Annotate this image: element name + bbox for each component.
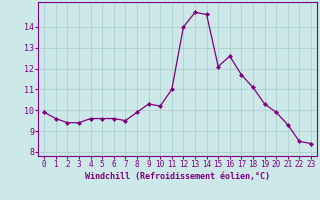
X-axis label: Windchill (Refroidissement éolien,°C): Windchill (Refroidissement éolien,°C): [85, 172, 270, 181]
